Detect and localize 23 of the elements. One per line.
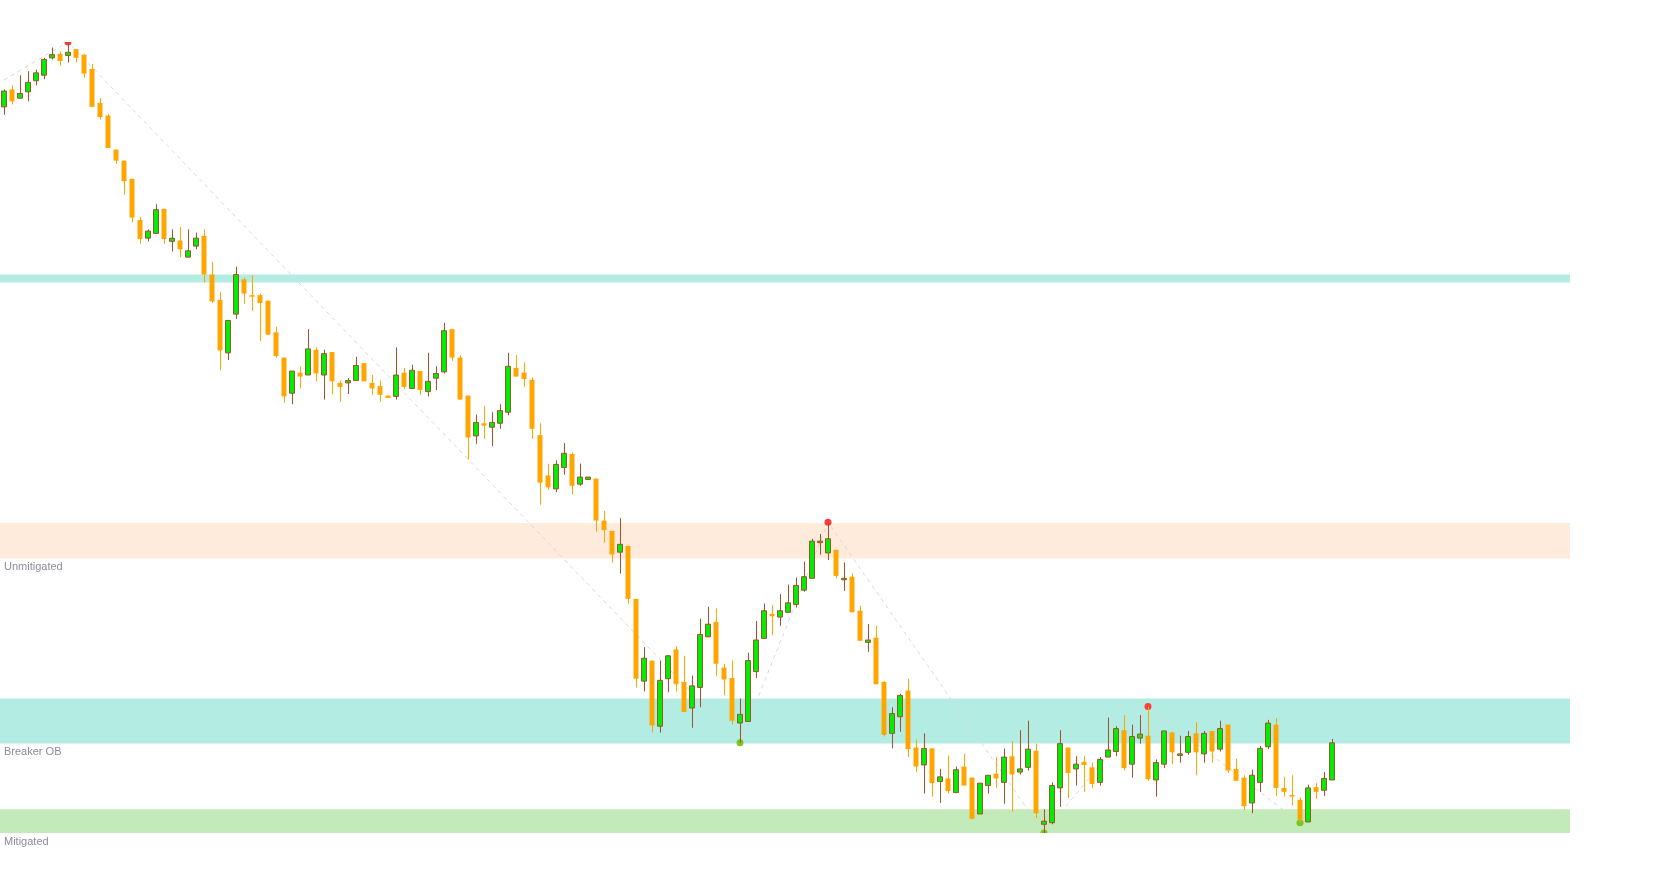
band-label: Unmitigated xyxy=(4,560,63,573)
candlestick xyxy=(889,706,895,749)
candlestick xyxy=(185,228,191,258)
candlestick xyxy=(761,603,767,639)
candlestick xyxy=(233,266,239,320)
candlestick xyxy=(153,203,159,234)
candlestick xyxy=(1129,724,1135,779)
candlestick xyxy=(1161,730,1167,769)
candlestick xyxy=(1217,720,1223,753)
candlestick xyxy=(745,652,751,722)
candlestick xyxy=(481,405,487,440)
candlestick xyxy=(777,593,783,627)
candlestick xyxy=(249,274,255,312)
band-label: Mitigated xyxy=(4,834,49,847)
candlestick xyxy=(1185,730,1191,756)
candlestick xyxy=(497,403,503,430)
candlestick xyxy=(1105,717,1111,758)
candlestick xyxy=(801,561,807,593)
candlestick xyxy=(1177,735,1183,764)
candlestick xyxy=(1017,729,1023,775)
band-label: Breaker OB xyxy=(4,745,62,758)
candlestick xyxy=(1289,774,1295,806)
candlestick xyxy=(785,584,791,613)
